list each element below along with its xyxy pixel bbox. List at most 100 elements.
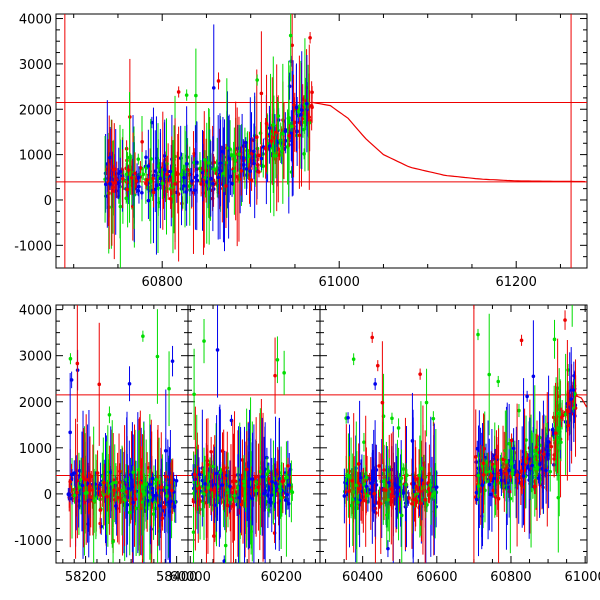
data-point <box>417 473 422 478</box>
data-point <box>187 184 192 188</box>
data-point <box>366 493 370 498</box>
data-point <box>474 490 479 495</box>
data-point <box>222 476 227 481</box>
data-point <box>247 477 252 481</box>
data-point <box>386 497 390 502</box>
data-point <box>407 496 411 500</box>
data-point <box>216 175 220 180</box>
data-point <box>133 171 137 176</box>
data-point <box>252 149 256 154</box>
data-point <box>267 126 272 130</box>
data-point <box>286 126 291 131</box>
data-point <box>559 415 564 420</box>
data-point <box>204 168 208 173</box>
data-point <box>373 382 377 386</box>
data-point <box>108 182 112 186</box>
data-point <box>209 449 213 454</box>
data-point <box>493 464 497 469</box>
data-point <box>146 164 151 168</box>
data-point <box>276 114 281 118</box>
data-point <box>221 149 225 154</box>
data-point <box>263 146 268 151</box>
data-point <box>496 379 501 384</box>
data-point <box>118 204 123 209</box>
data-point <box>554 431 558 436</box>
data-point <box>197 472 202 477</box>
data-point <box>542 452 546 456</box>
data-point <box>68 356 73 361</box>
data-point <box>540 467 545 471</box>
data-point <box>174 478 179 483</box>
data-point <box>163 448 168 453</box>
data-point <box>504 459 509 464</box>
data-point <box>484 470 488 474</box>
data-point <box>272 135 277 140</box>
data-point <box>150 486 155 491</box>
data-point <box>481 461 486 466</box>
data-point <box>192 392 196 397</box>
data-point <box>159 485 164 490</box>
data-point <box>258 469 263 474</box>
data-point <box>361 498 366 503</box>
data-point <box>85 491 89 495</box>
data-point <box>230 153 234 157</box>
x-tick-label: 60600 <box>416 570 457 585</box>
data-point <box>412 481 416 486</box>
data-point <box>501 457 505 462</box>
data-point <box>118 169 123 174</box>
bottom-segment: 60400 60600 60800 61000 <box>319 304 600 585</box>
data-point <box>267 144 272 148</box>
data-point <box>144 155 148 160</box>
data-point <box>572 373 576 378</box>
data-point <box>164 485 169 490</box>
data-point <box>192 472 197 477</box>
data-point <box>519 338 524 343</box>
data-point <box>399 513 404 518</box>
data-point <box>149 157 153 161</box>
data-point <box>134 179 139 183</box>
data-point <box>242 479 246 484</box>
data-point <box>246 154 251 159</box>
data-point <box>140 139 144 144</box>
data-point <box>263 488 267 493</box>
data-points <box>473 305 578 563</box>
data-point <box>383 483 388 488</box>
data-point <box>124 172 129 177</box>
data-point <box>131 500 136 505</box>
data-point <box>225 503 230 508</box>
y-tick-label: 0 <box>44 194 52 209</box>
data-point <box>198 166 202 171</box>
data-point <box>203 482 207 486</box>
data-point <box>530 463 535 468</box>
data-point <box>232 493 237 498</box>
data-point <box>184 190 188 194</box>
data-point <box>401 491 406 495</box>
data-point <box>68 430 72 435</box>
data-point <box>204 489 209 494</box>
data-point <box>387 480 391 485</box>
data-point <box>236 486 240 490</box>
data-point <box>476 332 480 337</box>
data-point <box>358 487 362 491</box>
x-tick-label: 61000 <box>319 275 360 290</box>
data-point <box>154 183 159 188</box>
data-point <box>401 467 406 471</box>
data-point <box>287 133 292 138</box>
data-point <box>434 485 439 489</box>
data-point <box>169 499 173 504</box>
data-point <box>249 178 254 182</box>
data-point <box>224 184 228 188</box>
data-point <box>356 500 360 505</box>
data-point <box>151 190 156 195</box>
data-point <box>195 160 199 165</box>
data-point <box>227 156 231 161</box>
data-point <box>290 139 294 143</box>
data-point <box>261 164 266 168</box>
data-point <box>148 495 152 500</box>
data-point <box>136 175 141 180</box>
data-point <box>270 479 274 484</box>
data-point <box>509 438 514 443</box>
data-point <box>72 493 77 498</box>
data-point <box>192 480 197 485</box>
data-point <box>123 498 127 502</box>
